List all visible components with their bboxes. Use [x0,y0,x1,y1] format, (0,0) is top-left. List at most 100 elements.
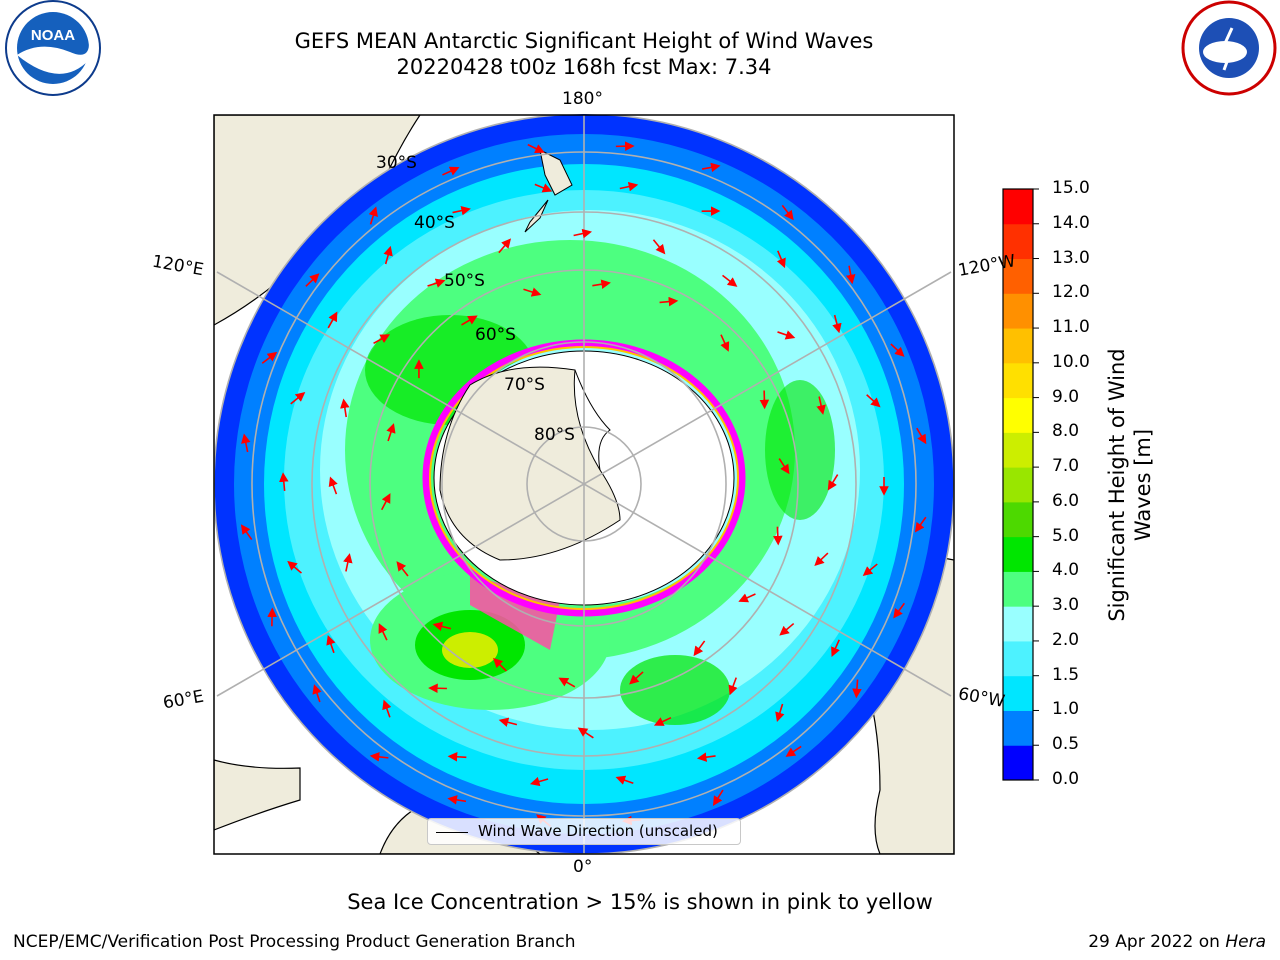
new-zealand-land [524,149,573,233]
colorbar-band [1003,189,1033,225]
wind-arrow-icon [452,205,471,216]
wind-arrow-icon [327,311,338,329]
wind-arrow-icon [326,635,336,654]
wind-arrow-icon [701,162,721,173]
wind-arrow-icon [287,560,302,574]
wind-arrow-icon [862,563,878,577]
wind-arrow-icon [814,552,829,567]
colorbar-tick-label: 4.0 [1052,560,1080,581]
lat-label-40s: 40°S [414,213,455,233]
wind-arrow-icon [619,181,639,192]
colorbar-band [1003,710,1033,746]
wind-arrow-icon [831,639,840,657]
colorbar-band [1003,397,1033,433]
wind-arrow-icon [893,602,905,619]
colorbar-band [1003,223,1033,260]
wind-arrow-icon [378,623,388,641]
wind-arrow-icon [493,657,508,672]
wind-arrow-icon [776,250,786,269]
noaa-logo-icon: NOAA [5,0,101,96]
colorbar-tick-label: 3.0 [1052,595,1080,616]
wind-arrow-icon [775,703,785,722]
colorbar-tick-label: 13.0 [1052,247,1090,268]
lon-label-0: 0° [573,857,593,877]
map-title: GEFS MEAN Antarctic Significant Height o… [294,29,874,53]
wind-arrow-icon [659,296,679,307]
footer-branch: NCEP/EMC/Verification Post Processing Pr… [13,932,576,952]
wind-arrow-icon [696,752,716,762]
wind-arrow-icon [693,640,706,657]
wind-arrow-icon [629,671,644,685]
wind-arrow-icon [427,278,446,288]
wind-arrow-icon [382,699,392,718]
wind-arrow-icon [328,476,338,495]
wind-arrow-icon [615,775,634,785]
wind-arrow-icon [827,474,839,491]
colorbar-tick-label: 10.0 [1052,351,1090,372]
footer-host: Hera [1225,932,1266,952]
colorbar-tick-label: 1.0 [1052,699,1080,720]
wind-arrow-icon [652,239,666,255]
wind-arrow-icon [778,458,790,475]
footer-date: 29 Apr 2022 on Hera [1088,932,1266,952]
colorbar-band [1003,362,1033,399]
wind-arrow-icon [305,273,320,287]
colorbar-band [1003,640,1033,677]
map-legend: Wind Wave Direction (unscaled) [427,818,741,845]
wind-direction-arrows [240,141,927,827]
colorbar-tick-label: 11.0 [1052,317,1090,338]
wind-arrow-icon [577,727,594,739]
wind-arrow-icon [442,166,460,176]
wind-arrow-icon [343,553,353,572]
wind-arrow-icon [573,228,593,239]
wind-arrow-icon [781,204,794,221]
colorbar-tick-label: 0.0 [1052,769,1080,789]
wind-arrow-icon [866,394,881,408]
colorbar-band [1003,293,1033,329]
wind-arrow-icon [340,398,350,418]
colorbar-band [1003,536,1033,572]
lon-label-180: 180° [562,89,603,109]
wind-arrow-icon [738,593,756,603]
colorbar-band [1003,675,1033,711]
colorbar-tick-label: 9.0 [1052,386,1080,407]
wind-arrow-icon [396,561,409,577]
wind-arrow-icon [846,265,856,285]
wind-arrow-icon [852,679,862,699]
lat-label-60s: 60°S [475,325,516,345]
wind-arrow-icon [432,621,452,632]
colorbar-tick-label: 5.0 [1052,525,1080,546]
wind-arrow-icon [312,684,322,703]
wind-arrow-icon [527,143,545,153]
wind-arrow-icon [914,516,927,533]
colorbar [1002,188,1039,781]
colorbar-tick-label: 15.0 [1052,178,1090,198]
lat-label-70s: 70°S [504,375,545,395]
wind-arrow-icon [720,334,730,352]
wind-arrow-icon [240,524,253,541]
wind-arrow-icon [890,343,905,357]
colorbar-tick-label: 0.5 [1052,734,1080,755]
wind-arrow-icon [386,423,396,442]
lat-label-50s: 50°S [444,271,485,291]
wind-arrow-icon [380,493,391,511]
colorbar-band [1003,328,1033,364]
wind-arrow-icon [373,334,391,345]
wind-arrow-icon [261,351,278,364]
wind-arrow-icon [498,717,518,727]
graticule [214,115,954,854]
colorbar-tick-label: 12.0 [1052,282,1090,303]
wind-arrow-icon [383,245,393,265]
colorbar-tick-label: 6.0 [1052,490,1080,511]
wind-arrow-icon [498,238,512,254]
wind-arrow-icon [368,206,378,225]
colorbar-band [1003,432,1033,468]
svg-text:NOAA: NOAA [31,27,75,44]
wind-arrow-icon [916,427,927,445]
colorbar-band [1003,571,1033,607]
wind-arrow-icon [558,677,576,688]
legend-line-icon [436,832,468,833]
wind-arrow-icon [279,472,289,492]
wind-arrow-icon [461,315,478,326]
colorbar-tick-label: 2.0 [1052,629,1080,650]
